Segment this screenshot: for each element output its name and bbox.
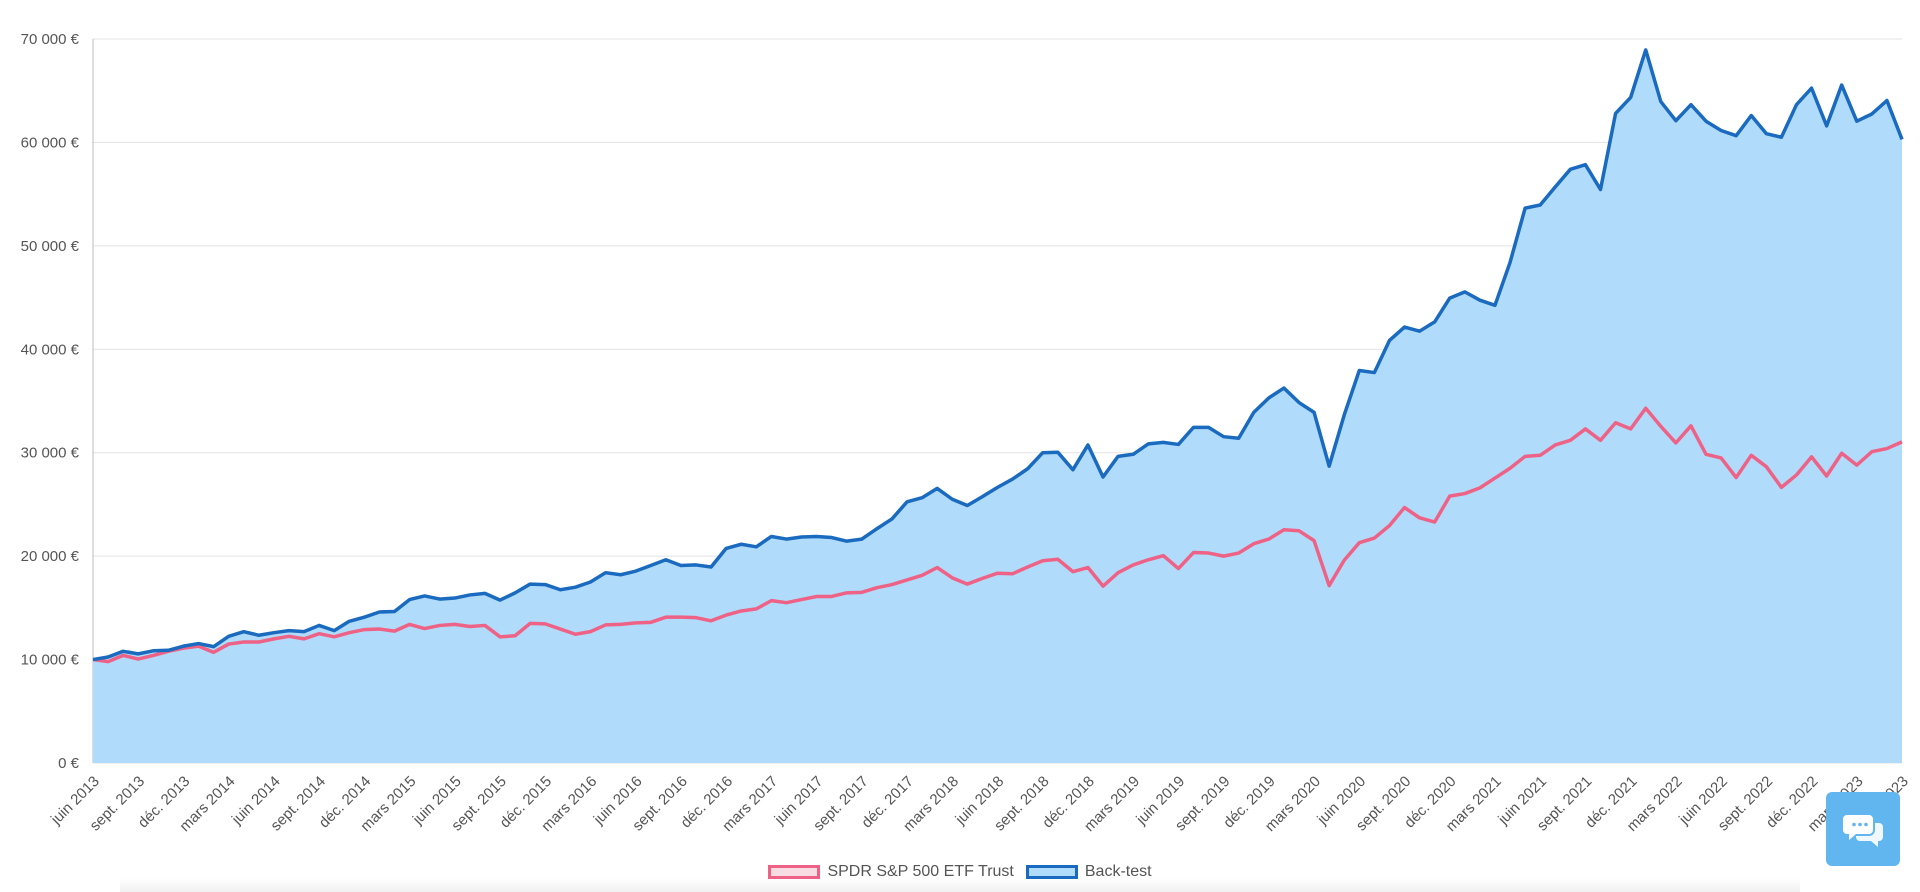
legend-label-spdr: SPDR S&P 500 ETF Trust bbox=[827, 863, 1014, 880]
y-tick-label: 0 € bbox=[58, 755, 80, 772]
y-tick-label: 50 000 € bbox=[21, 238, 80, 255]
y-tick-label: 40 000 € bbox=[21, 341, 80, 358]
chart-legend: SPDR S&P 500 ETF Trust Back-test bbox=[0, 860, 1920, 884]
y-tick-label: 10 000 € bbox=[21, 652, 80, 669]
y-tick-label: 70 000 € bbox=[21, 31, 80, 48]
legend-swatch-backtest bbox=[1025, 865, 1078, 879]
y-tick-label: 30 000 € bbox=[21, 445, 80, 462]
chat-bubbles-icon bbox=[1841, 809, 1885, 849]
series-line-spdr bbox=[92, 406, 1903, 664]
legend-swatch-spdr bbox=[768, 865, 821, 879]
chat-button[interactable] bbox=[1826, 792, 1900, 866]
legend-item-backtest[interactable]: Back-test bbox=[1025, 863, 1152, 881]
legend-label-backtest: Back-test bbox=[1084, 863, 1152, 880]
series-line-backtest bbox=[92, 48, 1904, 662]
bottom-shadow bbox=[120, 878, 1800, 892]
legend-item-spdr[interactable]: SPDR S&P 500 ETF Trust bbox=[768, 863, 1014, 881]
y-tick-label: 60 000 € bbox=[21, 134, 80, 151]
series-area-backtest bbox=[93, 49, 1902, 764]
y-tick-label: 20 000 € bbox=[21, 548, 80, 565]
